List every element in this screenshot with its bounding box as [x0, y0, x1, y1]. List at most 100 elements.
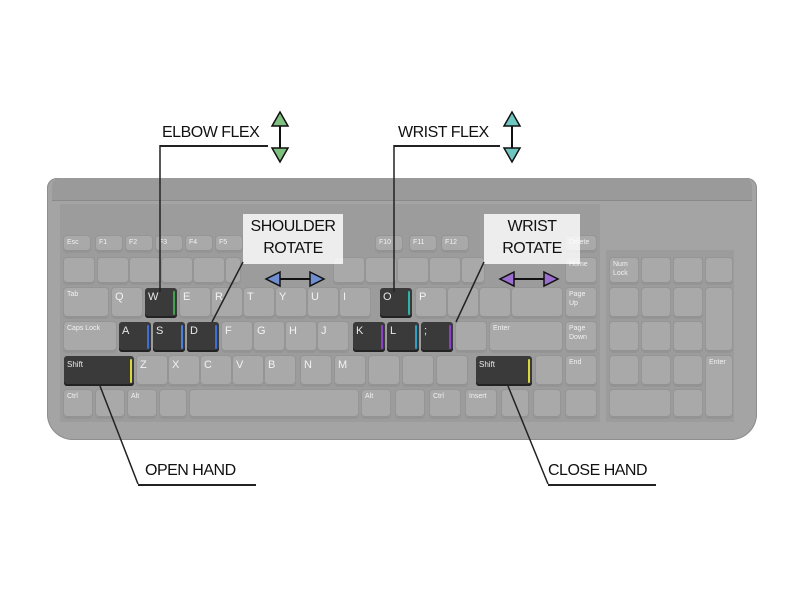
key-arrow-up — [536, 356, 562, 386]
key-q: Q — [112, 288, 142, 318]
open-hand-underline — [138, 484, 256, 486]
key-right-shift-color — [528, 359, 530, 383]
key-k-color — [381, 325, 383, 349]
key-o: O — [380, 288, 412, 318]
key-l-color — [415, 325, 417, 349]
key-page-down: Page Down — [566, 322, 596, 352]
open-hand-label: OPEN HAND — [145, 462, 236, 479]
key-c: C — [201, 356, 231, 386]
key-s-color — [181, 325, 183, 349]
key-num-1 — [610, 356, 638, 386]
wrist-rotate-leader — [455, 261, 485, 323]
elbow-flex-arrow-icon — [270, 110, 290, 164]
key-x: X — [169, 356, 199, 386]
key-u: U — [308, 288, 338, 318]
key-p: P — [416, 288, 446, 318]
key-2 — [130, 258, 160, 284]
wrist-flex-underline — [394, 145, 500, 147]
key-ctrl-right: Ctrl — [430, 390, 460, 418]
key-num-divide — [642, 258, 670, 284]
key-alt-right: Alt — [362, 390, 390, 418]
elbow-flex-label: ELBOW FLEX — [162, 124, 260, 141]
key-y: Y — [276, 288, 306, 318]
key-o-label: O — [383, 291, 392, 303]
key-slash — [437, 356, 467, 386]
key-semicolon-label: ; — [424, 325, 428, 337]
key-tab: Tab — [64, 288, 108, 318]
key-minus — [430, 258, 460, 284]
media-strip — [52, 178, 752, 201]
key-w-label: W — [148, 291, 159, 303]
key-num-7 — [610, 288, 638, 318]
close-hand-leader — [507, 385, 549, 485]
key-g: G — [254, 322, 284, 352]
key-num-3 — [674, 356, 702, 386]
key-left-shift-color — [130, 359, 132, 383]
key-4 — [194, 258, 224, 284]
key-num-decimal — [674, 390, 702, 418]
key-a-label: A — [122, 325, 130, 337]
key-d-color — [215, 325, 217, 349]
key-num-4 — [610, 322, 638, 352]
key-num-minus — [706, 258, 732, 284]
key-num-9 — [674, 288, 702, 318]
key-b: B — [265, 356, 295, 386]
key-1 — [98, 258, 128, 284]
key-period — [403, 356, 433, 386]
open-hand-leader — [99, 385, 139, 485]
key-left-shift-label: Shift — [67, 360, 84, 369]
key-f3: F3 — [156, 236, 182, 252]
key-page-up: Page Up — [566, 288, 596, 318]
close-hand-label: CLOSE HAND — [548, 462, 648, 479]
shoulder-rotate-arrow-icon — [264, 270, 326, 288]
key-num-6 — [674, 322, 702, 352]
key-w: W — [145, 288, 177, 318]
key-num-8 — [642, 288, 670, 318]
wrist-flex-arrow-icon — [502, 110, 522, 164]
key-num-lock: Num Lock — [610, 258, 638, 284]
key-right-shift-label: Shift — [479, 360, 496, 369]
key-f11: F11 — [410, 236, 436, 252]
key-caps-lock: Caps Lock — [64, 322, 116, 352]
key-num-multiply — [674, 258, 702, 284]
key-3 — [162, 258, 192, 284]
key-equals — [462, 258, 484, 284]
key-d-label: D — [190, 325, 198, 337]
key-bracket-left — [448, 288, 478, 318]
key-s: S — [153, 322, 185, 352]
key-f: F — [222, 322, 252, 352]
key-bracket-right — [480, 288, 510, 318]
wrist-rotate-label: WRIST ROTATE — [484, 216, 580, 260]
close-hand-underline — [548, 484, 656, 486]
shoulder-rotate-label: SHOULDER ROTATE — [243, 216, 343, 260]
key-m: M — [335, 356, 365, 386]
key-0 — [398, 258, 428, 284]
key-o-color — [408, 291, 410, 315]
key-ctrl: Ctrl — [64, 390, 92, 418]
key-space — [190, 390, 358, 418]
key-windows-right — [396, 390, 424, 418]
shoulder-rotate-line2: ROTATE — [263, 240, 323, 257]
wrist-flex-label: WRIST FLEX — [398, 124, 489, 141]
shoulder-rotate-leader — [211, 261, 244, 323]
key-alt: Alt — [128, 390, 156, 418]
key-f2: F2 — [126, 236, 152, 252]
key-w-color — [173, 291, 175, 315]
key-semicolon-color — [449, 325, 451, 349]
key-end: End — [566, 356, 596, 386]
key-arrow-down — [534, 390, 560, 418]
key-num-5 — [642, 322, 670, 352]
key-k: K — [353, 322, 385, 352]
key-l-label: L — [390, 325, 397, 337]
key-f12: F12 — [442, 236, 468, 252]
key-k-label: K — [356, 325, 364, 337]
key-num-enter: Enter — [706, 356, 732, 418]
wrist-rotate-line2: ROTATE — [502, 240, 562, 257]
shoulder-rotate-line1: SHOULDER — [250, 218, 336, 235]
key-f10: F10 — [376, 236, 402, 252]
key-f5: F5 — [216, 236, 242, 252]
key-backslash — [512, 288, 562, 318]
key-5 — [226, 258, 240, 284]
shoulder-rotate-box — [243, 214, 343, 264]
